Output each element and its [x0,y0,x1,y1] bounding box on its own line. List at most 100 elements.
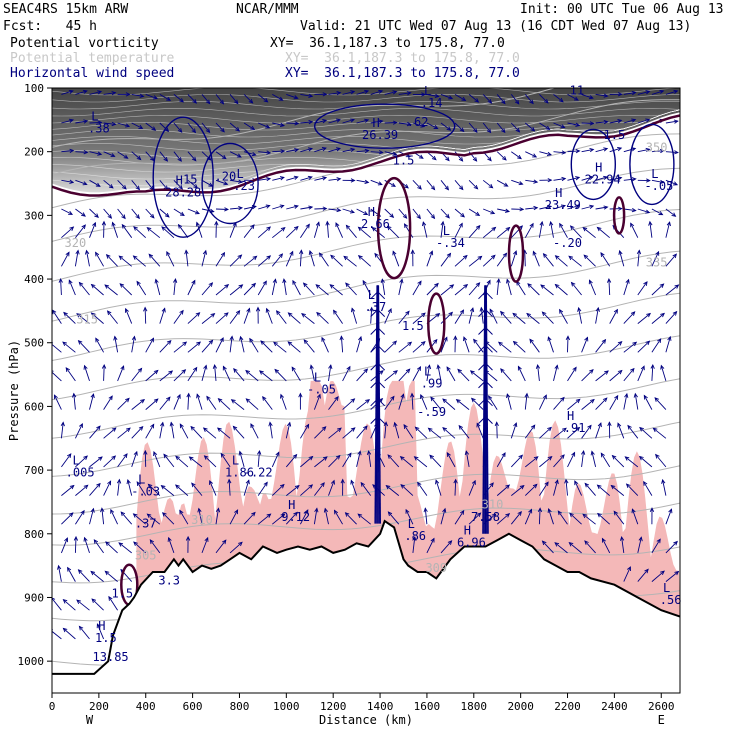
wind-vector-head [195,221,200,227]
wind-vector-head [526,312,532,318]
wind-vector [105,570,118,582]
wind-vector [513,341,526,353]
wind-vector [103,364,105,381]
wind-vector-head [251,151,257,157]
wind-vector-head [660,570,665,575]
theta-label: 310 [482,497,504,511]
wind-vector [303,282,315,296]
wind-vector-head [380,278,385,284]
wind-vector [411,393,414,410]
wind-vector [428,427,442,439]
wind-vector [334,510,343,525]
wind-vector-head [120,511,126,517]
updraft-head [370,326,386,335]
wind-vector [665,311,677,324]
wind-vector [54,395,62,410]
wind-vector-head [344,512,350,517]
wind-vector-head [146,227,152,232]
wind-vector [426,208,435,219]
wind-vector-head [107,214,113,219]
wind-vector [555,284,568,296]
wind-vector [61,90,74,95]
wind-vector [272,150,285,153]
wind-vector-head [571,451,576,457]
wind-vector-head [154,278,159,284]
wind-vector [168,537,175,554]
wind-vector [335,222,344,238]
wind-vector-head [627,566,631,572]
wind-vector [215,284,229,296]
extremum-marker: L [91,110,98,124]
wind-vector-head [176,393,181,399]
wind-vector [76,313,90,324]
wind-vector-head [249,337,254,343]
wind-vector [582,227,596,239]
wind-vector-head [125,397,130,403]
wind-vector-head [95,182,101,187]
theta-contour [52,502,680,546]
wind-vector-head [365,399,371,404]
wind-vector-head [547,178,553,183]
wind-vector-head [133,541,138,546]
wind-vector [229,336,233,353]
wind-vector [414,456,428,468]
wind-vector-head [588,279,593,285]
wind-vector-head [287,341,293,346]
wind-vector-head [574,204,580,209]
wind-vector-head [146,513,152,518]
wind-vector-head [412,535,417,541]
wind-vector-head [600,452,605,458]
wind-vector [328,427,342,439]
wind-vector [273,341,287,353]
wind-vector [446,452,456,468]
wind-vector-head [387,454,392,459]
wind-vector [328,208,341,211]
extremum-marker: L [138,473,145,487]
wind-vector-head [116,478,122,484]
wind-vector [415,426,428,439]
wind-vector [574,480,583,496]
wind-vector-head [575,122,581,127]
wind-vector [463,336,470,353]
wind-vector [567,336,569,353]
wind-vector [89,425,101,439]
wind-vector-head [81,212,86,217]
wind-vector [342,427,356,439]
x-tick-label: 0 [49,700,56,713]
wind-vector-head [230,399,236,404]
wind-vector [516,281,526,296]
wind-vector-head [529,99,534,105]
wind-vector [131,208,140,219]
wind-vector [328,92,341,95]
stratosphere-isentrope [52,88,680,96]
wind-vector [665,541,678,554]
updraft-head [478,344,493,353]
wind-vector-head [150,213,155,219]
wind-vector-head [83,150,89,155]
wind-vector-head [279,122,286,127]
wind-vector [229,122,240,132]
wind-vector [630,223,639,238]
wind-vector-head [90,312,96,317]
wind-vector-head [121,223,127,229]
wind-vector [440,508,446,525]
wind-vector-head [589,147,595,153]
wind-vector-head [161,226,167,231]
wind-vector-head [279,204,285,209]
wind-vector [654,397,667,410]
wind-vector [476,423,484,439]
wind-vector [384,422,387,439]
wind-vector-head [191,482,196,488]
wind-vector [637,250,640,267]
wind-vector [84,365,90,382]
wind-vector-head [308,455,314,461]
wind-vector-head [503,182,509,187]
wind-vector [356,208,368,215]
wind-vector [643,481,653,496]
wind-vector [581,450,585,467]
extremum-value: 1.5 [95,631,117,645]
wind-vector-head [321,426,327,431]
wind-vector-head [333,509,339,515]
wind-vector [136,481,147,496]
wind-vector [581,176,594,181]
